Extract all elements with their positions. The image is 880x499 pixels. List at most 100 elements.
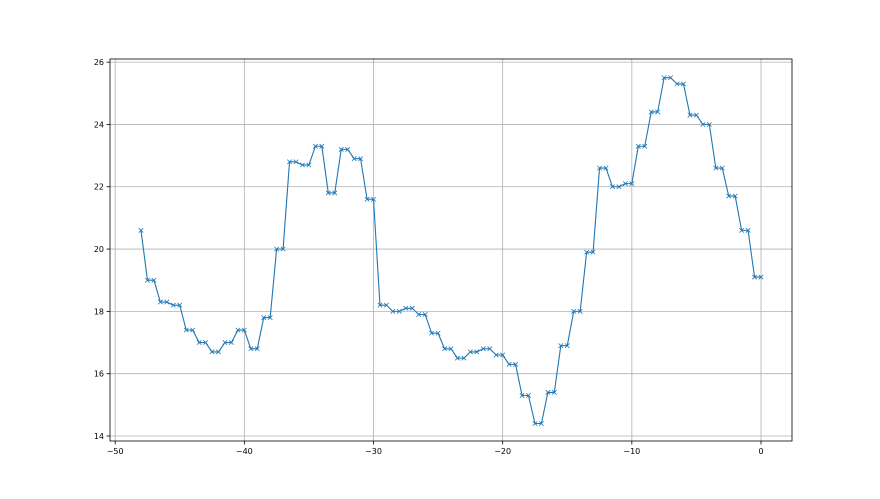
data-point-marker — [138, 227, 144, 233]
data-point-marker — [519, 393, 525, 398]
data-point-marker — [254, 346, 260, 352]
data-point-marker — [622, 181, 628, 187]
data-point-marker — [248, 346, 254, 352]
data-point-marker — [299, 162, 305, 168]
data-point-marker — [396, 308, 402, 314]
x-tick-label: −40 — [236, 447, 253, 456]
data-point-marker — [144, 277, 150, 283]
data-point-marker — [183, 327, 189, 333]
series-line — [140, 77, 761, 425]
data-point-marker — [532, 421, 538, 427]
data-point-marker — [403, 305, 409, 311]
data-point-marker — [371, 196, 376, 202]
x-tick-label: −10 — [623, 447, 640, 456]
data-point-marker — [635, 143, 641, 149]
x-axis: −50 −40 −30 −20 −10 0 — [107, 441, 764, 456]
data-point-marker — [409, 305, 415, 311]
data-point-marker — [261, 315, 267, 321]
data-point-marker — [493, 352, 499, 358]
data-point-marker — [287, 159, 293, 165]
data-point-marker — [564, 343, 570, 349]
data-point-marker — [196, 340, 202, 346]
data-point-marker — [726, 193, 732, 199]
grid — [110, 59, 792, 441]
data-point-marker — [558, 343, 564, 349]
data-point-marker — [719, 165, 725, 171]
data-point-marker — [661, 75, 667, 81]
x-tick-label: −50 — [107, 447, 124, 456]
data-point-marker — [383, 302, 389, 308]
data-point-marker — [545, 389, 551, 395]
data-point-marker — [209, 349, 215, 355]
data-point-marker — [584, 249, 590, 255]
data-point-marker — [616, 184, 622, 190]
data-point-marker — [177, 302, 183, 308]
data-point-marker — [739, 227, 745, 233]
data-point-marker — [170, 302, 176, 308]
data-point-marker — [338, 146, 344, 152]
data-point-marker — [603, 165, 609, 171]
data-point-marker — [745, 227, 751, 233]
data-point-marker — [151, 277, 157, 283]
y-tick-label: 22 — [94, 183, 104, 192]
data-point-marker — [358, 156, 364, 162]
data-point-marker — [732, 193, 738, 199]
data-point-marker — [571, 308, 577, 314]
data-point-marker — [345, 146, 351, 152]
y-tick-label: 24 — [94, 120, 104, 129]
data-point-marker — [448, 346, 454, 352]
data-point-marker — [203, 340, 209, 346]
data-point-marker — [609, 184, 615, 190]
data-point-marker — [538, 421, 544, 427]
data-point-marker — [312, 143, 318, 149]
data-point-marker — [590, 249, 596, 255]
data-point-marker — [190, 327, 196, 333]
data-point-marker — [274, 246, 280, 252]
data-point-marker — [454, 355, 460, 361]
y-tick-label: 18 — [94, 307, 104, 316]
data-point-marker — [157, 299, 163, 305]
data-point-marker — [655, 109, 661, 115]
series — [138, 75, 764, 427]
data-point-marker — [267, 315, 273, 321]
data-point-marker — [713, 165, 719, 171]
data-point-marker — [351, 156, 357, 162]
data-point-marker — [681, 81, 686, 87]
data-point-marker — [241, 327, 247, 333]
data-point-marker — [752, 274, 758, 280]
data-point-marker — [216, 349, 221, 355]
data-point-marker — [758, 274, 764, 280]
x-tick-label: −20 — [494, 447, 511, 456]
plot-frame — [109, 58, 793, 442]
data-point-marker — [442, 346, 448, 352]
data-point-marker — [668, 75, 674, 81]
data-point-marker — [228, 340, 234, 346]
y-tick-label: 20 — [94, 245, 104, 254]
data-point-marker — [500, 352, 506, 358]
data-point-marker — [435, 330, 441, 336]
data-point-marker — [325, 190, 331, 196]
data-point-marker — [506, 361, 512, 367]
data-point-marker — [422, 312, 428, 317]
data-point-marker — [674, 81, 680, 87]
data-point-marker — [577, 308, 583, 314]
data-point-marker — [461, 355, 467, 361]
data-point-marker — [377, 302, 383, 308]
data-point-marker — [629, 181, 635, 187]
data-point-marker — [306, 162, 312, 168]
data-point-marker — [222, 340, 228, 346]
y-tick-label: 14 — [94, 432, 104, 441]
y-tick-label: 16 — [94, 370, 104, 379]
data-point-marker — [706, 121, 712, 127]
y-axis: 14 16 18 20 22 24 26 — [94, 58, 110, 441]
data-point-marker — [364, 196, 370, 202]
data-point-marker — [700, 121, 706, 127]
data-point-marker — [526, 393, 531, 398]
data-point-marker — [687, 112, 693, 118]
data-point-marker — [487, 346, 493, 352]
x-tick-label: −30 — [365, 447, 382, 456]
data-point-marker — [513, 361, 519, 367]
data-point-marker — [474, 349, 480, 355]
data-point-marker — [642, 143, 648, 149]
